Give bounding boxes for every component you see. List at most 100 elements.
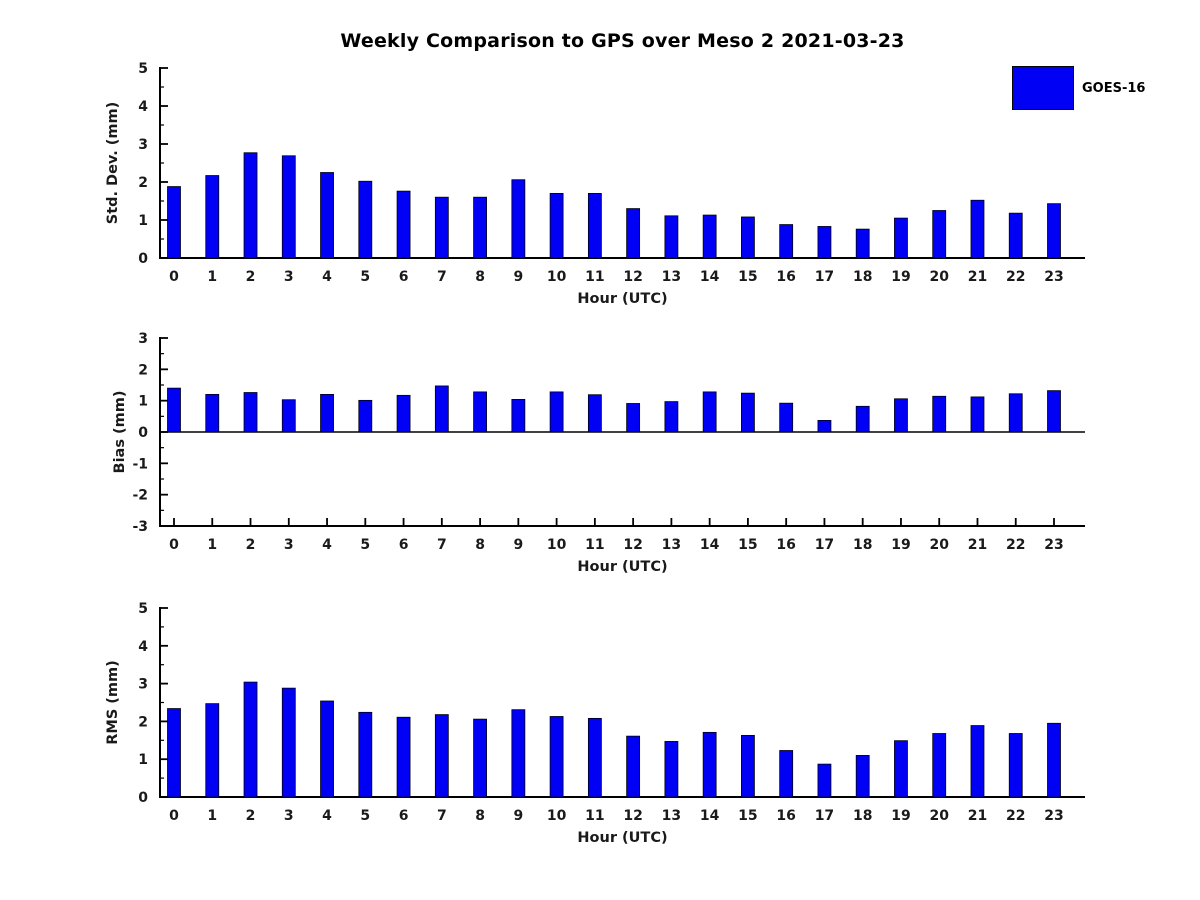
x-tick-label: 10	[547, 808, 567, 824]
x-tick-label: 14	[700, 537, 720, 553]
bar	[511, 399, 526, 433]
x-tick-label: 12	[623, 269, 642, 285]
x-tick-label: 2	[246, 808, 256, 824]
x-tick-label: 3	[284, 269, 294, 285]
y-tick-label: 0	[138, 251, 148, 267]
x-tick-label: 21	[968, 537, 987, 553]
legend-label: GOES-16	[1082, 80, 1146, 96]
x-tick-label: 7	[437, 537, 447, 553]
x-tick-label: 12	[623, 537, 642, 553]
bar	[1008, 212, 1023, 259]
bar	[970, 396, 985, 433]
x-tick-label: 23	[1044, 269, 1063, 285]
y-tick-label: 2	[138, 714, 148, 730]
y-axis-label: Std. Dev. (mm)	[105, 102, 121, 224]
bar	[358, 399, 373, 433]
bar	[702, 731, 717, 798]
bar	[396, 716, 411, 798]
bar	[358, 711, 373, 798]
x-axis-label: Hour (UTC)	[577, 830, 667, 846]
x-tick-label: 19	[891, 808, 910, 824]
x-tick-label: 15	[738, 537, 757, 553]
x-tick-label: 9	[513, 269, 523, 285]
bar	[320, 393, 334, 433]
bar	[664, 215, 679, 259]
y-tick-label: 5	[138, 61, 148, 77]
bar	[205, 393, 220, 433]
bar	[702, 214, 717, 259]
x-tick-label: 5	[360, 808, 370, 824]
x-tick-label: 18	[853, 269, 872, 285]
bar	[779, 402, 794, 433]
x-tick-label: 15	[738, 269, 757, 285]
bar	[1008, 733, 1023, 798]
y-tick-label: 2	[138, 362, 148, 378]
x-tick-label: 11	[585, 808, 604, 824]
x-tick-label: 4	[322, 269, 332, 285]
x-tick-label: 7	[437, 269, 447, 285]
bar	[894, 740, 908, 798]
bar	[741, 392, 755, 433]
y-tick-label: 3	[138, 137, 148, 153]
bar	[664, 401, 679, 433]
x-tick-label: 2	[246, 537, 256, 553]
bar	[473, 718, 487, 798]
bar	[205, 703, 220, 798]
x-axis-label: Hour (UTC)	[577, 559, 667, 575]
bar	[320, 700, 334, 798]
bar	[281, 687, 296, 798]
y-axis-label: Bias (mm)	[112, 391, 128, 474]
bar	[434, 714, 449, 798]
x-tick-label: 16	[776, 537, 795, 553]
x-tick-label: 8	[475, 269, 485, 285]
bar	[434, 196, 449, 259]
bar	[1047, 203, 1061, 259]
x-tick-label: 18	[853, 537, 872, 553]
y-tick-label: -2	[132, 488, 148, 504]
x-tick-label: 22	[1006, 808, 1025, 824]
x-tick-label: 12	[623, 808, 642, 824]
x-tick-label: 16	[776, 269, 795, 285]
y-tick-label: -1	[132, 456, 148, 472]
bar	[855, 228, 870, 259]
bar	[626, 403, 641, 433]
bar	[243, 392, 258, 433]
bar	[167, 186, 181, 259]
x-tick-label: 13	[662, 269, 681, 285]
x-tick-label: 7	[437, 808, 447, 824]
bar	[855, 755, 870, 798]
bar	[817, 763, 832, 798]
x-tick-label: 1	[207, 269, 217, 285]
x-tick-label: 17	[815, 537, 834, 553]
bar	[473, 196, 487, 259]
bar	[1008, 393, 1023, 433]
bar	[587, 192, 602, 259]
y-tick-label: 3	[138, 331, 148, 347]
x-tick-label: 0	[169, 537, 179, 553]
x-tick-label: 11	[585, 269, 604, 285]
x-tick-label: 3	[284, 808, 294, 824]
x-tick-label: 6	[399, 808, 409, 824]
bar	[626, 735, 641, 798]
bar	[358, 180, 373, 259]
x-tick-label: 23	[1044, 808, 1063, 824]
bar	[894, 398, 908, 433]
x-tick-label: 15	[738, 808, 757, 824]
bar	[243, 152, 258, 259]
bar	[817, 420, 832, 433]
bar	[970, 199, 985, 259]
bar	[1047, 722, 1061, 798]
bar	[1047, 390, 1061, 433]
x-tick-label: 17	[815, 808, 834, 824]
x-tick-label: 0	[169, 269, 179, 285]
bar	[970, 725, 985, 798]
legend: GOES-16	[1012, 66, 1145, 110]
bar	[434, 385, 449, 433]
x-tick-label: 19	[891, 537, 910, 553]
x-tick-label: 5	[360, 537, 370, 553]
y-tick-label: 0	[138, 425, 148, 441]
x-tick-label: 18	[853, 808, 872, 824]
x-tick-label: 21	[968, 269, 987, 285]
chart-title: Weekly Comparison to GPS over Meso 2 202…	[340, 30, 905, 52]
